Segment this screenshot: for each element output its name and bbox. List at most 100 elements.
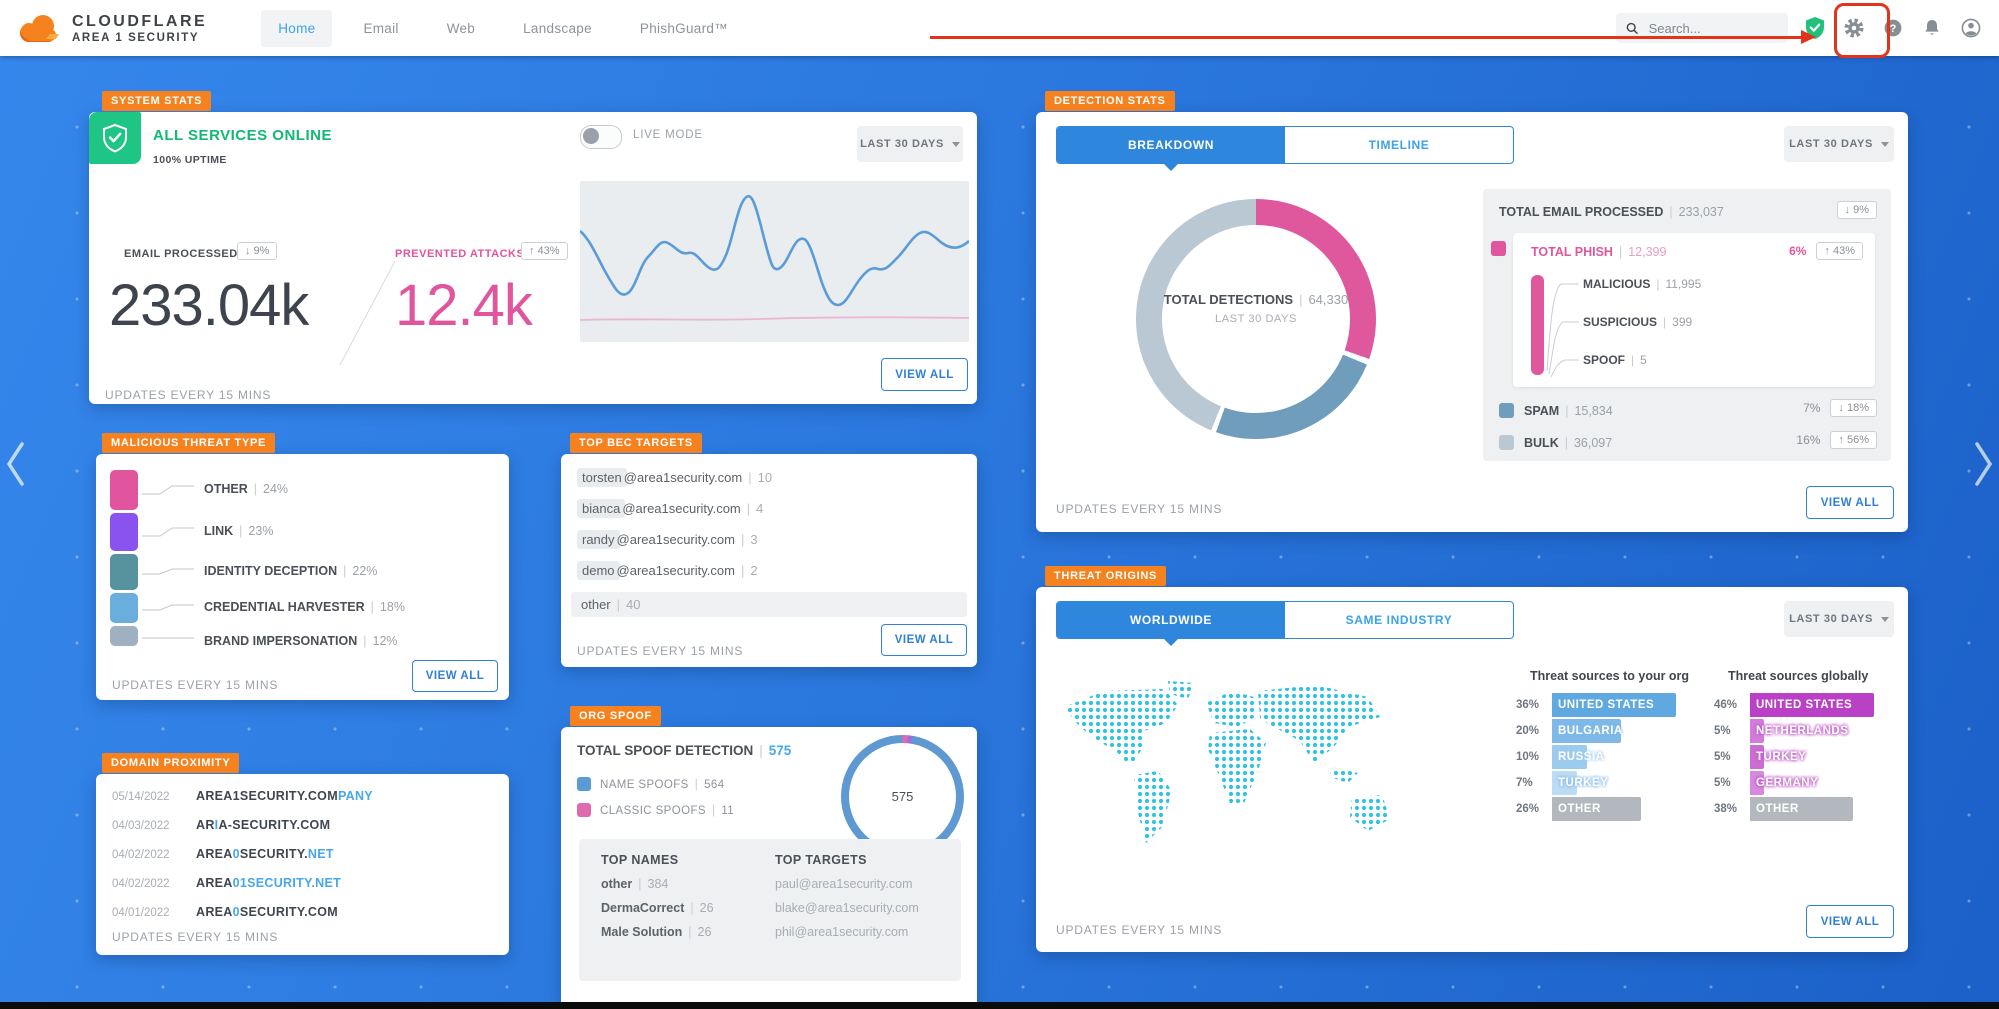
- country-label: TURKEY: [1558, 777, 1609, 789]
- search-input[interactable]: [1646, 19, 1778, 37]
- country-label: TURKEY: [1756, 751, 1807, 763]
- notifications-bell-icon[interactable]: [1920, 16, 1944, 40]
- primary-nav-tabs: Home Email Web Landscape PhishGuard™: [261, 0, 745, 56]
- bec-domain: @area1security.com: [616, 532, 735, 547]
- connector-line: [142, 568, 194, 575]
- domain-date: 04/02/2022: [112, 878, 170, 890]
- tab-worldwide[interactable]: WORLDWIDE: [1057, 602, 1285, 646]
- bec-count: 40: [626, 597, 641, 612]
- det-range-label: LAST 30 DAYS: [1789, 138, 1873, 150]
- bec-count: 10: [757, 470, 773, 485]
- domain-text: AREA: [196, 905, 233, 919]
- row-value: 5: [1640, 353, 1647, 367]
- bec-user: demo: [577, 561, 620, 580]
- threat-type-row: CREDENTIAL HARVESTER | 18%: [204, 600, 405, 614]
- bulk-legend-swatch: [1499, 435, 1514, 450]
- spam-legend-swatch: [1499, 403, 1514, 418]
- tab-same-industry[interactable]: SAME INDUSTRY: [1345, 613, 1453, 627]
- row-label: TOTAL PHISH: [1531, 245, 1613, 259]
- nav-tab-phishguard[interactable]: PhishGuard™: [639, 20, 728, 36]
- brand: CLOUDFLARE AREA 1 SECURITY: [16, 12, 207, 44]
- sys-range-dropdown[interactable]: LAST 30 DAYS: [857, 126, 963, 162]
- name-spoofs-legend: NAME SPOOFS | 564: [577, 777, 725, 791]
- domain-text: A-SECURITY.COM: [218, 818, 331, 832]
- bec-view-all-button[interactable]: VIEW ALL: [881, 624, 967, 656]
- total-email-processed-row: TOTAL EMAIL PROCESSED | 233,037: [1499, 205, 1724, 219]
- legend-label: CLASSIC SPOOFS: [600, 805, 706, 817]
- cloudflare-logo-icon: [20, 15, 59, 42]
- email-processed-value: 233.04k: [109, 273, 309, 338]
- bar-pct: 20%: [1516, 725, 1540, 737]
- ori-view-all-button[interactable]: VIEW ALL: [1806, 905, 1894, 938]
- tab-timeline[interactable]: TIMELINE: [1368, 138, 1430, 152]
- bulk-metrics: 16% ↑ 56%: [1796, 431, 1877, 449]
- domain-text: AR: [196, 818, 215, 832]
- world-dot-map: [1064, 681, 1390, 843]
- country-bar: TURKEY: [1552, 771, 1608, 795]
- country-label: OTHER: [1756, 803, 1799, 815]
- mal-updates-text: UPDATES EVERY 15 MINS: [112, 678, 279, 692]
- phish-bar: [1531, 275, 1544, 375]
- sys-view-all-button[interactable]: VIEW ALL: [881, 358, 968, 391]
- bec-row: randy @area1security.com | 3: [577, 530, 758, 549]
- system-stats-tag: SYSTEM STATS: [102, 91, 212, 111]
- bec-updates-text: UPDATES EVERY 15 MINS: [577, 644, 744, 658]
- delta-text: ↓ 9%: [1844, 204, 1869, 216]
- count: 26: [699, 901, 714, 915]
- domain-row: 04/01/2022 AREA0SECURITY.COM: [112, 905, 338, 919]
- row-value: 36,097: [1573, 436, 1613, 450]
- system-stats-card: ALL SERVICES ONLINE 100% UPTIME LIVE MOD…: [89, 112, 977, 404]
- row-label: SPOOF: [1583, 353, 1626, 367]
- dom-updates-text: UPDATES EVERY 15 MINS: [112, 930, 279, 944]
- chevron-down-icon: [951, 141, 960, 147]
- det-view-all-button[interactable]: VIEW ALL: [1806, 486, 1894, 519]
- letterbox-bar: [0, 1002, 1999, 1009]
- connector-line: [142, 485, 194, 495]
- origins-tab-group: WORLDWIDE SAME INDUSTRY: [1056, 601, 1514, 646]
- ori-range-dropdown[interactable]: LAST 30 DAYS: [1784, 601, 1894, 637]
- country-label: GERMANY: [1756, 777, 1819, 789]
- mal-view-all-button[interactable]: VIEW ALL: [412, 660, 498, 692]
- nav-tab-web[interactable]: Web: [446, 20, 476, 36]
- row-value: 12,399: [1628, 245, 1667, 259]
- tab-breakdown[interactable]: BREAKDOWN: [1057, 127, 1285, 171]
- row-pct: 18%: [379, 600, 405, 614]
- top-name-row: other | 384: [601, 877, 669, 891]
- det-range-dropdown[interactable]: LAST 30 DAYS: [1784, 126, 1894, 162]
- legend-swatch: [577, 777, 591, 791]
- spoof-detection-title: TOTAL SPOOF DETECTION | 575: [577, 743, 792, 758]
- bec-domain: @area1security.com: [622, 501, 741, 516]
- blue-series-line: [579, 194, 970, 307]
- email-processed-delta-badge: ↓ 9%: [237, 242, 278, 260]
- segment-identity-deception: [110, 554, 138, 590]
- bar-pct: 46%: [1714, 699, 1738, 711]
- nav-tab-email[interactable]: Email: [363, 20, 399, 36]
- global-column-header: Threat sources globally: [1728, 669, 1869, 683]
- spoof-row: SPOOF | 5: [1583, 353, 1647, 367]
- carousel-prev-chevron-icon[interactable]: [4, 440, 26, 493]
- svg-text:?: ?: [1890, 23, 1897, 35]
- settings-gear-icon[interactable]: [1842, 16, 1866, 40]
- nav-tab-landscape[interactable]: Landscape: [523, 20, 592, 36]
- carousel-next-chevron-icon[interactable]: [1973, 440, 1995, 493]
- center-subtext: LAST 30 DAYS: [1215, 313, 1297, 325]
- domain-text: SECURITY.COM: [239, 905, 338, 919]
- detection-breakdown-panel: TOTAL EMAIL PROCESSED | 233,037 ↓ 9% TOTAL…: [1483, 189, 1891, 461]
- country-label: BULGARIA: [1558, 725, 1623, 737]
- live-mode-toggle[interactable]: [580, 125, 622, 149]
- nav-tab-home[interactable]: Home: [261, 9, 333, 47]
- malicious-threat-type-card: OTHER | 24% LINK | 23% IDENTITY DECEPTION | 22…: [96, 454, 509, 700]
- user-account-icon[interactable]: [1959, 16, 1983, 40]
- annotation-red-highlight-box: [1834, 3, 1890, 58]
- row-label: TOTAL EMAIL PROCESSED: [1499, 205, 1664, 219]
- connector-lines: [1546, 283, 1579, 378]
- legend-label: NAME SPOOFS: [600, 779, 689, 791]
- domain-highlight: NET: [307, 847, 334, 861]
- spam-delta-badge: ↓ 18%: [1830, 399, 1877, 417]
- toggle-knob: [583, 128, 599, 144]
- top-target-row: paul@area1security.com: [775, 877, 913, 891]
- bec-row-other: other | 40: [571, 592, 967, 617]
- domain-row: 04/02/2022 AREA01SECURITY.NET: [112, 876, 341, 890]
- domain-text: AREA1SECURITY.COM: [196, 789, 338, 803]
